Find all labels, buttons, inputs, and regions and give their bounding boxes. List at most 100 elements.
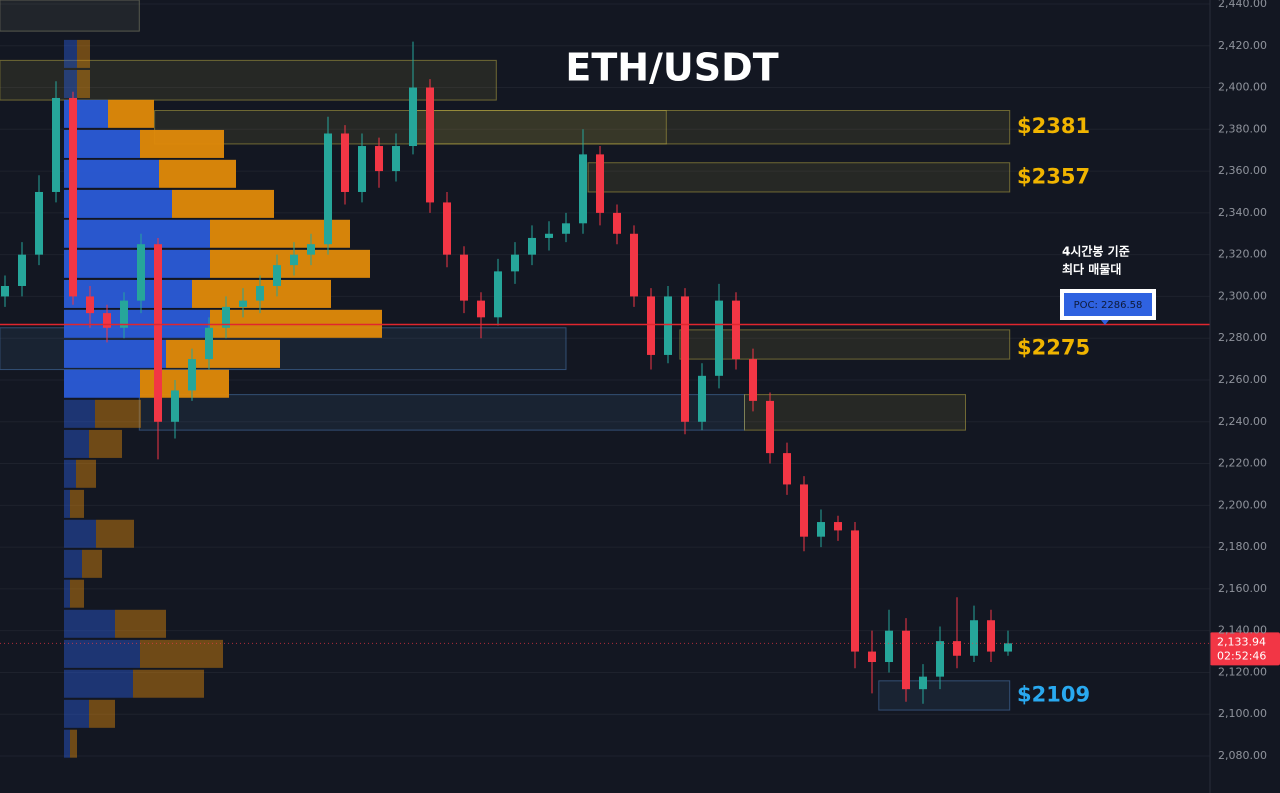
candle-body — [817, 522, 825, 537]
y-tick-label: 2,180.00 — [1218, 540, 1267, 553]
y-tick-label: 2,280.00 — [1218, 331, 1267, 344]
candle-body — [52, 97, 60, 192]
y-tick-label: 2,440.00 — [1218, 0, 1267, 10]
y-tick-label: 2,240.00 — [1218, 415, 1267, 428]
profile-buy — [64, 519, 96, 548]
profile-sell — [77, 69, 90, 98]
candle-body — [256, 285, 264, 301]
y-tick-label: 2,400.00 — [1218, 81, 1267, 94]
countdown: 02:52:46 — [1217, 649, 1266, 662]
profile-sell — [115, 609, 166, 638]
annotation: 4시간봉 기준 — [1062, 244, 1130, 259]
zone — [138, 394, 746, 431]
level-label: $2275 — [1017, 336, 1090, 360]
y-tick-label: 2,380.00 — [1218, 122, 1267, 135]
profile-buy — [64, 489, 70, 518]
y-tick-label: 2,120.00 — [1218, 665, 1267, 678]
chart-title: ETH/USDT — [565, 46, 778, 90]
candle-body — [103, 313, 111, 328]
candle-body — [494, 271, 502, 318]
candle-body — [222, 306, 230, 328]
candle-body — [460, 254, 468, 301]
candle-body — [613, 212, 621, 234]
candles — [1, 41, 1012, 704]
profile-sell — [159, 159, 236, 188]
profile-sell — [96, 519, 134, 548]
candle-body — [205, 327, 213, 360]
last-price-label: 2,133.94 — [1217, 635, 1266, 648]
candle-body — [426, 87, 434, 203]
y-tick-label: 2,140.00 — [1218, 624, 1267, 637]
candle-body — [290, 254, 298, 266]
candle-body — [766, 400, 774, 454]
y-tick-label: 2,360.00 — [1218, 164, 1267, 177]
candle-body — [919, 676, 927, 690]
level-label: $2109 — [1017, 682, 1090, 706]
candle-body — [69, 97, 77, 297]
candle-body — [324, 133, 332, 245]
candle-body — [528, 237, 536, 255]
candle-body — [715, 300, 723, 376]
candle-body — [732, 300, 740, 360]
profile-sell — [82, 549, 102, 578]
profile-buy — [64, 429, 89, 458]
profile-buy — [64, 579, 70, 608]
annotation: 최다 매물대 — [1062, 262, 1121, 277]
profile-sell — [133, 669, 204, 698]
candle-body — [120, 300, 128, 328]
profile-buy — [64, 669, 133, 698]
zone — [0, 0, 140, 32]
zone — [414, 110, 667, 145]
overlay: POC: 2286.58 $2381 $2357 $2275 $2109 2,133.94… — [0, 114, 1280, 706]
candle-body — [579, 154, 587, 224]
candle-body — [154, 244, 162, 422]
profile-sell — [172, 189, 274, 218]
zone — [587, 162, 1011, 193]
y-tick-label: 2,420.00 — [1218, 39, 1267, 52]
candle-body — [341, 133, 349, 192]
candle-body — [1004, 643, 1012, 652]
candle-body — [18, 254, 26, 286]
profile-buy — [64, 219, 210, 248]
candle-body — [749, 359, 757, 401]
candle-body — [171, 390, 179, 422]
y-tick-label: 2,340.00 — [1218, 206, 1267, 219]
y-tick-label: 2,200.00 — [1218, 498, 1267, 511]
candle-body — [511, 254, 519, 272]
profile-buy — [64, 609, 115, 638]
profile-buy — [64, 189, 172, 218]
profile-sell — [108, 99, 154, 128]
candle-body — [562, 223, 570, 234]
profile-buy — [64, 399, 95, 428]
poc-label: POC: 2286.58 — [1074, 300, 1143, 311]
level-label: $2381 — [1017, 114, 1090, 138]
profile-buy — [64, 549, 82, 578]
y-tick-label: 2,160.00 — [1218, 582, 1267, 595]
profile-sell — [89, 429, 122, 458]
candle-body — [630, 233, 638, 297]
y-tick-label: 2,320.00 — [1218, 248, 1267, 261]
poc-pointer — [1101, 320, 1109, 325]
candle-body — [834, 522, 842, 531]
candle-body — [35, 191, 43, 255]
profile-buy — [64, 339, 166, 368]
candle-body — [358, 146, 366, 192]
zone — [744, 394, 966, 431]
profile-buy — [64, 369, 140, 398]
profile-sell — [70, 579, 84, 608]
y-tick-label: 2,100.00 — [1218, 707, 1267, 720]
candle-body — [902, 630, 910, 690]
candle-body — [86, 296, 94, 314]
candle-body — [409, 87, 417, 147]
profile-buy — [64, 459, 76, 488]
profile-buy — [64, 639, 140, 668]
candle-body — [137, 244, 145, 301]
profile-sell — [140, 129, 224, 158]
profile-buy — [64, 699, 89, 728]
candle-body — [885, 630, 893, 663]
candle-body — [800, 484, 808, 537]
candle-body — [273, 265, 281, 286]
candle-body — [936, 641, 944, 677]
candle-body — [188, 359, 196, 391]
